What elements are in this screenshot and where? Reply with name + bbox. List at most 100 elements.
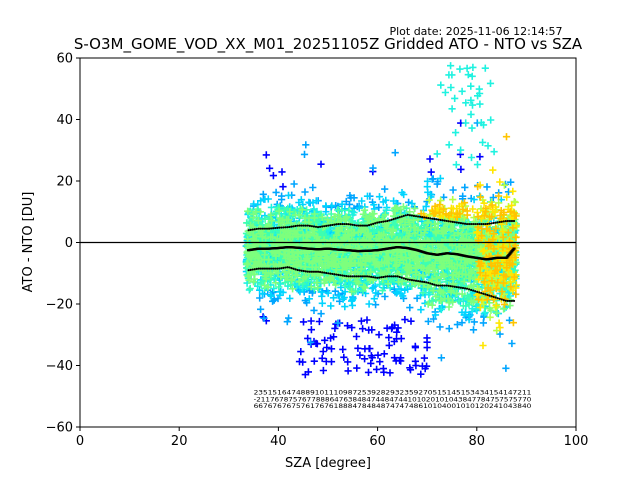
upper-curve-point	[410, 214, 414, 217]
count-annotations: 2351516474889101110987253928293235927051…	[254, 389, 532, 411]
lower-curve-point	[345, 275, 348, 278]
lower-curve-point	[470, 288, 473, 292]
lower-curve-point	[312, 270, 316, 273]
lower-curve-point	[425, 281, 428, 284]
upper-curve-point	[312, 225, 316, 228]
lower-curve-point	[367, 275, 371, 278]
lower-curve-point	[410, 279, 414, 282]
mean-curve-point	[508, 252, 512, 255]
lower-curve-point	[386, 275, 389, 278]
lower-curve-point	[300, 269, 303, 272]
lower-curve-point	[412, 279, 416, 282]
lower-curve-point	[496, 297, 499, 300]
lower-curve-point	[359, 275, 363, 278]
lower-curve-point	[461, 286, 465, 290]
upper-curve-point	[367, 224, 371, 227]
upper-curve-point	[290, 225, 293, 228]
lower-curve-point	[384, 275, 387, 278]
lower-curve-point	[339, 274, 342, 277]
upper-curve-point	[453, 221, 456, 224]
y-tick-label: −20	[46, 298, 73, 313]
upper-curve-point	[476, 222, 479, 226]
upper-curve-point	[457, 221, 460, 224]
upper-curve-point	[333, 223, 336, 226]
lower-curve-point	[337, 273, 340, 276]
lower-curve-point	[492, 295, 495, 299]
lower-curve-point	[353, 275, 356, 278]
lower-curve-point	[429, 282, 432, 285]
lower-curve-point	[257, 267, 260, 270]
upper-curve-point	[318, 225, 322, 228]
lower-curve-point	[433, 283, 436, 286]
upper-curve-point	[461, 222, 465, 225]
statistic-curves	[247, 213, 516, 303]
upper-curve-point	[292, 225, 295, 228]
upper-curve-point	[276, 226, 279, 229]
lower-curve-point	[316, 270, 320, 273]
lower-curve-point	[361, 275, 365, 278]
lower-curve-point	[388, 275, 391, 278]
upper-curve-point	[480, 222, 483, 226]
lower-curve-point	[351, 275, 354, 278]
upper-curve-point	[298, 224, 301, 227]
lower-curve-point	[374, 276, 377, 279]
lower-curve-point	[439, 284, 442, 287]
lower-curve-point	[323, 271, 326, 274]
lower-curve-point	[490, 295, 493, 298]
upper-curve-point	[249, 228, 252, 231]
upper-curve-point	[406, 213, 409, 217]
upper-curve-point	[300, 224, 303, 227]
lower-curve-point	[349, 275, 352, 278]
upper-curve-point	[323, 225, 326, 228]
lower-curve-point	[494, 296, 497, 299]
lower-curve-point	[267, 267, 271, 270]
upper-curve-point	[310, 225, 314, 228]
lower-curve-point	[251, 268, 254, 271]
lower-curve-point	[347, 275, 350, 278]
lower-curve-point	[443, 284, 446, 287]
upper-curve-point	[478, 222, 481, 226]
mean-curve-point	[510, 250, 514, 253]
lower-curve-point	[504, 299, 507, 302]
upper-curve-point	[357, 224, 360, 227]
lower-curve-point	[278, 267, 281, 270]
lower-curve-point	[365, 275, 369, 278]
lower-curve-point	[435, 284, 438, 287]
lower-curve-point	[325, 271, 328, 275]
upper-curve-point	[402, 214, 405, 218]
mean-curve-point	[509, 251, 513, 254]
lower-curve-point	[380, 276, 383, 279]
upper-curve-point	[282, 226, 285, 229]
upper-curve-point	[335, 223, 338, 226]
upper-curve-point	[512, 219, 516, 223]
upper-curve-point	[274, 226, 277, 230]
lower-curve-point	[396, 275, 399, 278]
lower-curve-point	[402, 277, 405, 280]
lower-curve-point	[274, 267, 277, 270]
lower-curve-point	[292, 267, 295, 270]
lower-curve-point	[382, 275, 385, 279]
lower-curve-point	[286, 266, 289, 269]
lower-curve-point	[508, 299, 512, 303]
upper-curve-point	[455, 221, 458, 224]
upper-curve-point	[353, 224, 356, 227]
upper-curve-point	[302, 224, 305, 227]
lower-curve-point	[476, 290, 479, 293]
lower-curve-point	[478, 291, 481, 294]
y-axis-label: ATO - NTO [DU]	[21, 192, 36, 293]
lower-curve-point	[272, 267, 275, 270]
x-tick-label: 40	[270, 434, 287, 449]
upper-curve-point	[508, 219, 512, 223]
lower-curve-point	[355, 275, 358, 278]
lower-curve-point	[276, 267, 279, 270]
lower-curve-point	[447, 284, 450, 287]
upper-curve-point	[474, 222, 477, 226]
upper-curve-point	[380, 220, 383, 224]
upper-curve-point	[351, 223, 354, 226]
upper-curve-point	[255, 227, 258, 231]
lower-curve-point	[280, 267, 283, 270]
lower-curve-point	[376, 276, 379, 279]
lower-curve-point	[449, 285, 452, 288]
lower-curve-point	[457, 286, 460, 289]
upper-curve-point	[433, 217, 436, 221]
